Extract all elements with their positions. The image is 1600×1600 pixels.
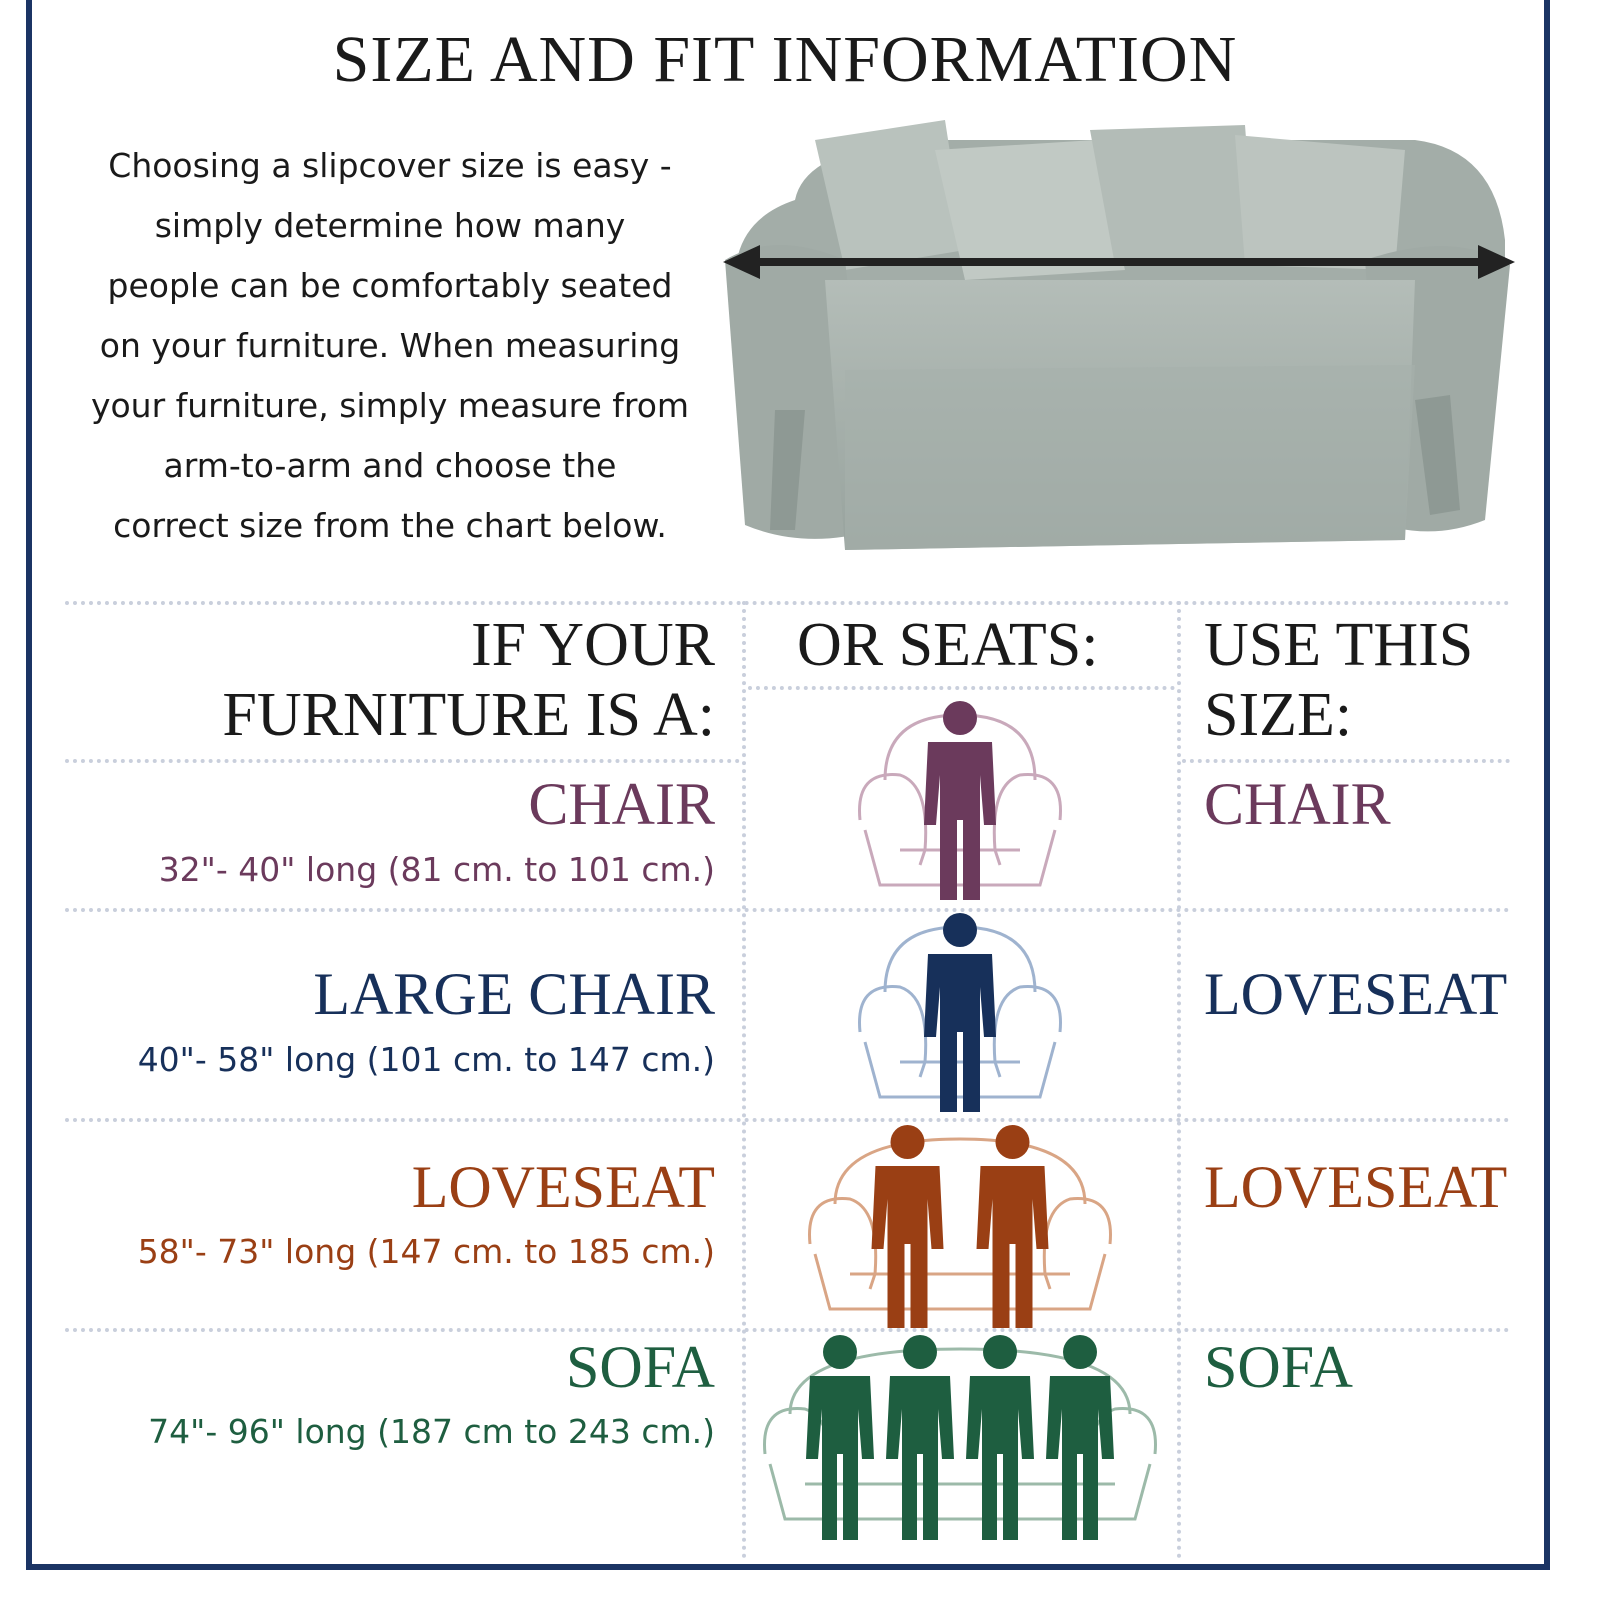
- header-line: IF YOUR: [470, 611, 715, 679]
- page-title: SIZE AND FIT INFORMATION: [332, 23, 1238, 96]
- person-icon: [871, 1125, 944, 1328]
- recommended-size: LOVESEAT: [1204, 961, 1508, 1027]
- person-icon: [924, 701, 996, 900]
- intro-line: correct size from the chart below.: [113, 506, 667, 545]
- furniture-name: LOVESEAT: [411, 1154, 715, 1220]
- intro-line: Choosing a slipcover size is easy -: [108, 146, 672, 185]
- header-line: FURNITURE IS A:: [222, 681, 715, 749]
- seating-figure-group: [858, 913, 1062, 1112]
- recommended-size: CHAIR: [1204, 771, 1391, 837]
- person-icon: [886, 1335, 954, 1540]
- border-frame: [26, 0, 1550, 1570]
- furniture-outline-icon: [808, 1137, 1112, 1311]
- header-line: SIZE:: [1204, 681, 1353, 749]
- recommended-size: LOVESEAT: [1204, 1154, 1508, 1220]
- column-divider: [1177, 601, 1181, 1559]
- divider: [65, 759, 740, 763]
- furniture-dimensions: 40"- 58" long (101 cm. to 147 cm.): [137, 1040, 715, 1079]
- seating-figure-group: [858, 701, 1062, 900]
- header-seats: OR SEATS:: [797, 611, 1099, 679]
- slipcover-sofa-image: [723, 120, 1515, 550]
- divider: [65, 1118, 1510, 1122]
- seating-figure-group: [808, 1125, 1112, 1328]
- person-icon: [976, 1125, 1049, 1328]
- seating-figure-group: [763, 1335, 1157, 1540]
- intro-line: people can be comfortably seated: [107, 266, 673, 305]
- person-icon: [924, 913, 996, 1112]
- measure-arrow: [723, 245, 1515, 279]
- divider: [65, 908, 1510, 912]
- divider: [65, 601, 1510, 605]
- intro-text: Choosing a slipcover size is easy - simp…: [50, 136, 730, 556]
- intro-line: simply determine how many: [154, 206, 626, 245]
- divider: [65, 1328, 1510, 1332]
- furniture-dimensions: 58"- 73" long (147 cm. to 185 cm.): [137, 1232, 715, 1271]
- furniture-name: LARGE CHAIR: [313, 961, 715, 1027]
- person-icon: [806, 1335, 874, 1540]
- person-icon: [1046, 1335, 1114, 1540]
- header-furniture: IF YOUR FURNITURE IS A:: [222, 610, 715, 750]
- furniture-name: CHAIR: [528, 771, 715, 837]
- person-icon: [966, 1335, 1034, 1540]
- divider: [748, 686, 1175, 690]
- furniture-dimensions: 32"- 40" long (81 cm. to 101 cm.): [158, 850, 715, 889]
- divider: [1182, 759, 1510, 763]
- furniture-dimensions: 74"- 96" long (187 cm to 243 cm.): [148, 1412, 715, 1451]
- intro-line: on your furniture. When measuring: [99, 326, 681, 365]
- intro-line: arm-to-arm and choose the: [163, 446, 617, 485]
- recommended-size: SOFA: [1204, 1334, 1353, 1400]
- intro-line: your furniture, simply measure from: [90, 386, 690, 425]
- column-divider: [742, 601, 746, 1559]
- header-size: USE THIS SIZE:: [1204, 610, 1473, 750]
- header-line: USE THIS: [1204, 611, 1474, 679]
- furniture-name: SOFA: [566, 1334, 715, 1400]
